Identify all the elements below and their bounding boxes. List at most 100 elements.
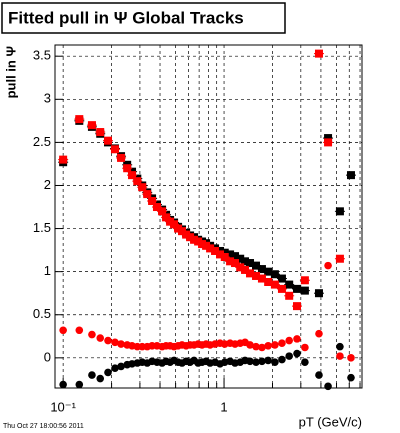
point — [96, 374, 105, 383]
point — [252, 261, 261, 270]
x-axis-label: pT (GeV/c) — [299, 414, 362, 429]
point — [246, 259, 255, 268]
point — [324, 382, 332, 391]
y-tick-label: 0.5 — [33, 306, 51, 321]
point — [277, 274, 286, 283]
y-axis-label: pull in Ψ — [3, 46, 18, 98]
point — [300, 286, 309, 295]
point — [293, 335, 301, 343]
point — [292, 302, 301, 311]
point — [315, 329, 323, 338]
y-tick-label: 3.5 — [33, 48, 51, 63]
point — [301, 358, 309, 366]
point — [143, 190, 152, 199]
point — [111, 338, 119, 347]
point — [346, 171, 355, 180]
point — [264, 267, 273, 276]
point — [293, 349, 301, 358]
point — [271, 341, 279, 349]
point — [117, 153, 126, 162]
point — [75, 326, 84, 335]
point — [96, 334, 105, 342]
chart-title: Fitted pull in Ψ Global Tracks — [8, 8, 244, 27]
point — [264, 277, 273, 286]
point — [246, 357, 254, 366]
point — [138, 183, 147, 192]
point — [285, 336, 293, 345]
point — [226, 257, 235, 266]
point — [241, 265, 250, 274]
point — [148, 196, 157, 205]
point — [206, 244, 215, 253]
point — [88, 330, 96, 339]
point — [220, 248, 229, 257]
point — [110, 145, 119, 154]
point — [314, 289, 323, 298]
point — [277, 284, 286, 293]
point — [336, 342, 344, 351]
point — [246, 341, 254, 349]
point — [278, 339, 286, 347]
point — [336, 352, 344, 360]
y-tick-label: 2.5 — [33, 134, 51, 149]
point — [104, 336, 112, 345]
point — [285, 280, 294, 289]
point — [96, 128, 105, 137]
plot-frame — [54, 44, 363, 389]
point — [246, 269, 255, 278]
point — [324, 261, 332, 270]
point — [252, 271, 261, 280]
point — [257, 265, 266, 274]
point — [270, 280, 279, 289]
point — [128, 171, 137, 180]
point — [190, 235, 199, 244]
point — [178, 227, 187, 236]
point — [285, 291, 294, 300]
point — [236, 263, 245, 272]
point — [314, 49, 323, 58]
point — [133, 177, 142, 186]
point — [270, 270, 279, 279]
point — [278, 355, 286, 364]
point — [103, 136, 112, 145]
point — [216, 250, 225, 259]
point — [117, 362, 125, 371]
point — [271, 358, 279, 366]
point — [347, 354, 355, 362]
point — [335, 207, 344, 216]
point — [202, 241, 211, 250]
point — [59, 326, 67, 335]
point — [300, 276, 309, 285]
y-tick-label: 1 — [44, 263, 51, 278]
point — [152, 203, 161, 212]
y-tick-label: 2 — [44, 177, 51, 192]
point — [252, 342, 260, 351]
point — [87, 121, 96, 130]
point — [241, 257, 250, 266]
point — [258, 343, 266, 352]
point — [88, 371, 96, 379]
point — [264, 356, 272, 365]
point — [315, 371, 323, 379]
point — [75, 115, 84, 124]
title-box — [1, 2, 286, 34]
point — [324, 138, 333, 147]
point — [292, 284, 301, 293]
point — [211, 246, 220, 255]
point — [59, 155, 68, 164]
point — [301, 343, 309, 352]
y-tick-label: 1.5 — [33, 220, 51, 235]
point — [59, 380, 67, 389]
point — [170, 220, 179, 229]
point — [123, 164, 132, 173]
point — [324, 134, 333, 143]
x-tick-label: 1 — [220, 399, 227, 414]
point — [252, 358, 260, 366]
point — [285, 352, 293, 360]
point — [236, 254, 245, 263]
point — [258, 357, 266, 366]
point — [264, 341, 272, 350]
point — [257, 274, 266, 283]
